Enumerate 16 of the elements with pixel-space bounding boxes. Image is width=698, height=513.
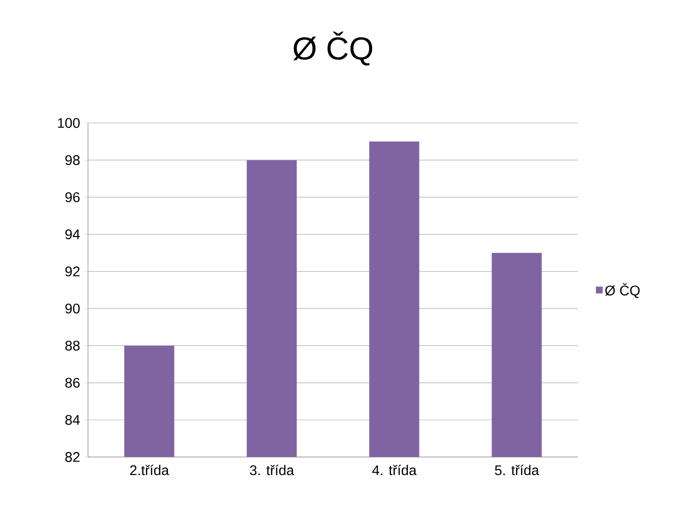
x-tick-label: 3. třída [250,464,294,476]
y-tick-label: 92 [65,266,80,276]
y-tick-label: 82 [65,452,80,462]
y-tick-label: 96 [65,192,80,202]
x-tick-label: 2.třída [130,464,170,476]
y-tick-label: 86 [65,378,80,388]
y-tick-label: 100 [58,118,80,128]
y-tick-label: 94 [65,229,80,240]
y-tick-label: 88 [65,340,80,351]
chart-title: Ø ČQ [293,32,372,66]
y-tick-label: 90 [65,304,80,314]
legend-label: Ø ČQ [605,283,640,298]
y-tick-label: 84 [65,414,80,425]
x-tick-label: 4. třída [372,464,417,476]
x-tick-label: 5. třída [494,464,540,476]
y-tick-label: 98 [65,155,80,166]
